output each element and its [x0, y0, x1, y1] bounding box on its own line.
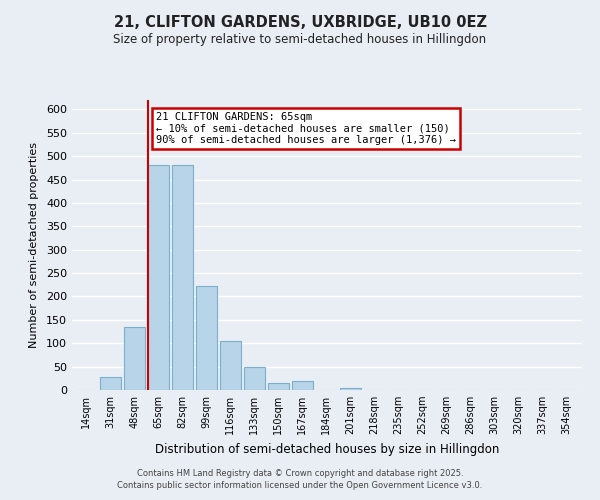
- Bar: [100, 378, 121, 390]
- Bar: [340, 388, 361, 390]
- Bar: [172, 166, 193, 390]
- Text: Contains public sector information licensed under the Open Government Licence v3: Contains public sector information licen…: [118, 481, 482, 490]
- Bar: [268, 382, 289, 390]
- Text: Contains HM Land Registry data © Crown copyright and database right 2025.: Contains HM Land Registry data © Crown c…: [137, 468, 463, 477]
- Text: 21 CLIFTON GARDENS: 65sqm
← 10% of semi-detached houses are smaller (150)
90% of: 21 CLIFTON GARDENS: 65sqm ← 10% of semi-…: [156, 112, 456, 145]
- Bar: [244, 366, 265, 390]
- Bar: [220, 341, 241, 390]
- Bar: [124, 327, 145, 390]
- Bar: [292, 380, 313, 390]
- X-axis label: Distribution of semi-detached houses by size in Hillingdon: Distribution of semi-detached houses by …: [155, 442, 499, 456]
- Text: 21, CLIFTON GARDENS, UXBRIDGE, UB10 0EZ: 21, CLIFTON GARDENS, UXBRIDGE, UB10 0EZ: [113, 15, 487, 30]
- Text: Size of property relative to semi-detached houses in Hillingdon: Size of property relative to semi-detach…: [113, 32, 487, 46]
- Y-axis label: Number of semi-detached properties: Number of semi-detached properties: [29, 142, 39, 348]
- Bar: [148, 166, 169, 390]
- Bar: [196, 286, 217, 390]
